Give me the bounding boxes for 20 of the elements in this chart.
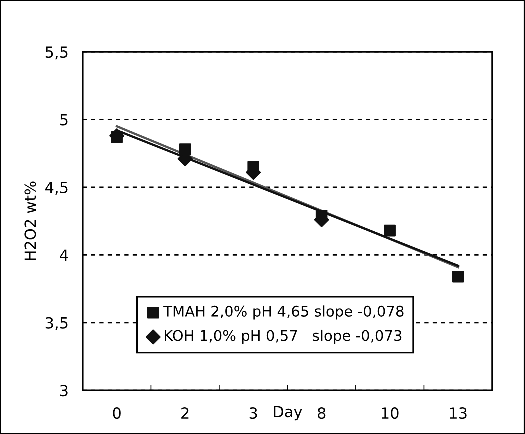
x-tick-label: 13: [450, 408, 467, 420]
x-axis-title: Day: [274, 406, 302, 421]
x-tick-label: 2: [182, 408, 189, 419]
point: [452, 270, 464, 283]
y-tick-label: 3,5: [46, 317, 68, 330]
point: [179, 144, 192, 156]
x-tick-label: 0: [113, 408, 121, 420]
x-tick-label: 3: [250, 408, 258, 420]
y-tick-label: 4,5: [46, 182, 68, 196]
x-tick-label: 8: [318, 408, 326, 420]
x-tick-label: 10: [382, 408, 399, 420]
y-tick-label: 3: [60, 385, 68, 397]
point: [111, 131, 123, 144]
point: [384, 224, 396, 237]
y-axis-title: H2O2 wt%: [24, 182, 36, 260]
y-tick-label: 4: [60, 250, 68, 261]
y-tick-label: 5,5: [46, 46, 68, 60]
legend-label: TMAH 2,0% pH 4,65 slope -0,078: [164, 306, 404, 320]
y-tick-label: 5: [60, 114, 68, 126]
legend-label: KOH 1,0% pH 0,57 slope -0,073: [165, 330, 402, 344]
